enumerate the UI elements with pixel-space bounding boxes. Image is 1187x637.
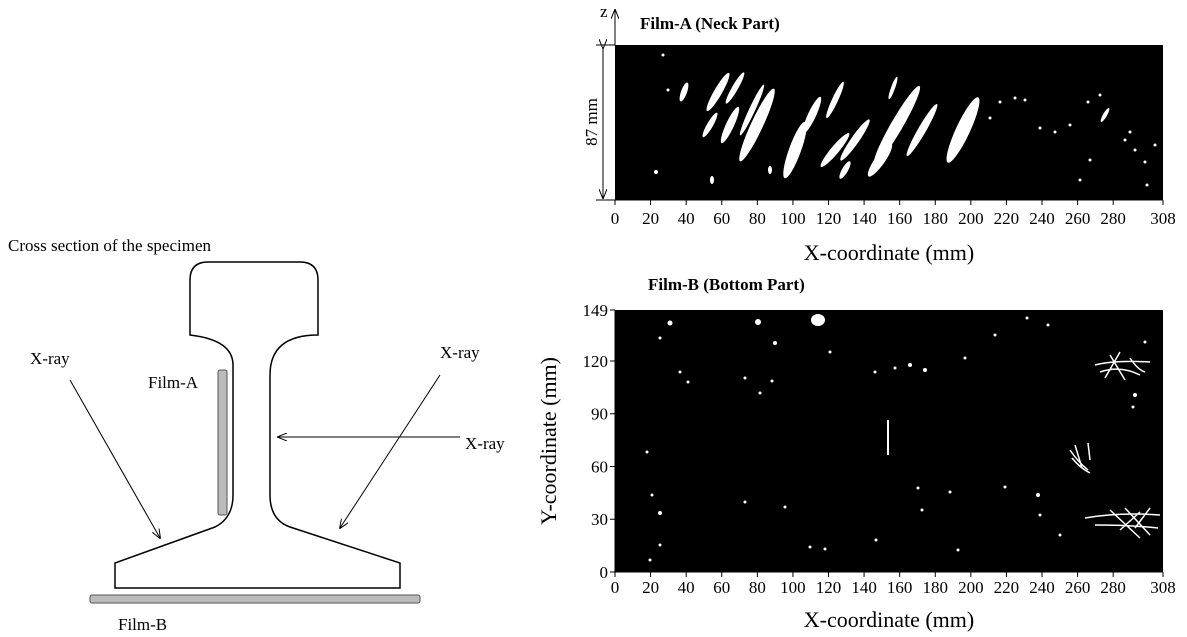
xray-label: X-ray — [465, 434, 505, 453]
y-axis-label: Y-coordinate (mm) — [536, 357, 561, 525]
y-tick-label: 30 — [591, 510, 608, 529]
x-tick-label: 160 — [887, 209, 913, 228]
panel-title: Film-A (Neck Part) — [640, 14, 780, 33]
x-tick-label: 40 — [678, 578, 695, 597]
film-b-bar — [90, 595, 420, 603]
rail-section — [115, 262, 400, 588]
x-tick-label: 100 — [780, 209, 806, 228]
x-tick-label: 200 — [958, 578, 984, 597]
x-tick-label: 220 — [994, 578, 1020, 597]
radiograph-a — [615, 45, 1163, 200]
film-a-label: Film-A — [148, 373, 199, 392]
y-tick-label: 90 — [591, 405, 608, 424]
x-tick-label: 60 — [713, 209, 730, 228]
xray-arrow — [340, 375, 440, 528]
y-tick-label: 0 — [600, 563, 609, 582]
x-tick-label: 280 — [1100, 578, 1126, 597]
x-tick-label: 180 — [923, 578, 949, 597]
panel-title: Film-B (Bottom Part) — [648, 275, 805, 294]
y-tick-label: 120 — [583, 352, 609, 371]
x-tick-label: 100 — [780, 578, 806, 597]
x-tick-label: 80 — [749, 209, 766, 228]
film-b-label: Film-B — [118, 615, 167, 634]
caption: Cross section of the specimen — [8, 236, 212, 255]
z-axis-label: z — [600, 2, 608, 21]
x-axis-label: X-coordinate (mm) — [804, 607, 974, 632]
x-tick-label: 160 — [887, 578, 913, 597]
x-tick-label: 280 — [1100, 209, 1126, 228]
x-tick-label: 40 — [678, 209, 695, 228]
x-tick-label: 120 — [816, 209, 842, 228]
x-tick-label: 180 — [923, 209, 949, 228]
x-tick-label: 240 — [1029, 209, 1055, 228]
x-tick-label: 60 — [713, 578, 730, 597]
xray-label: X-ray — [440, 343, 480, 362]
y-tick-label: 60 — [591, 457, 608, 476]
xray-label: X-ray — [30, 349, 70, 368]
x-tick-label: 200 — [958, 209, 984, 228]
y-tick-label: 149 — [583, 301, 609, 320]
x-tick-label: 140 — [851, 209, 877, 228]
x-axis-label: X-coordinate (mm) — [804, 240, 974, 265]
x-tick-label: 0 — [611, 209, 620, 228]
figure: Cross section of the specimen Film-A Fil… — [0, 0, 1187, 637]
x-tick-label: 20 — [642, 578, 659, 597]
x-tick-label: 140 — [851, 578, 877, 597]
x-tick-label: 20 — [642, 209, 659, 228]
x-tick-label: 260 — [1065, 578, 1091, 597]
x-tick-label: 220 — [994, 209, 1020, 228]
x-tick-label: 308 — [1150, 209, 1176, 228]
x-tick-label: 260 — [1065, 209, 1091, 228]
xray-arrow — [70, 380, 160, 538]
x-tick-label: 120 — [816, 578, 842, 597]
x-tick-label: 240 — [1029, 578, 1055, 597]
x-tick-label: 0 — [611, 578, 620, 597]
height-label: 87 mm — [582, 98, 601, 146]
x-tick-label: 308 — [1150, 578, 1176, 597]
x-tick-label: 80 — [749, 578, 766, 597]
film-a-bar — [218, 370, 227, 515]
